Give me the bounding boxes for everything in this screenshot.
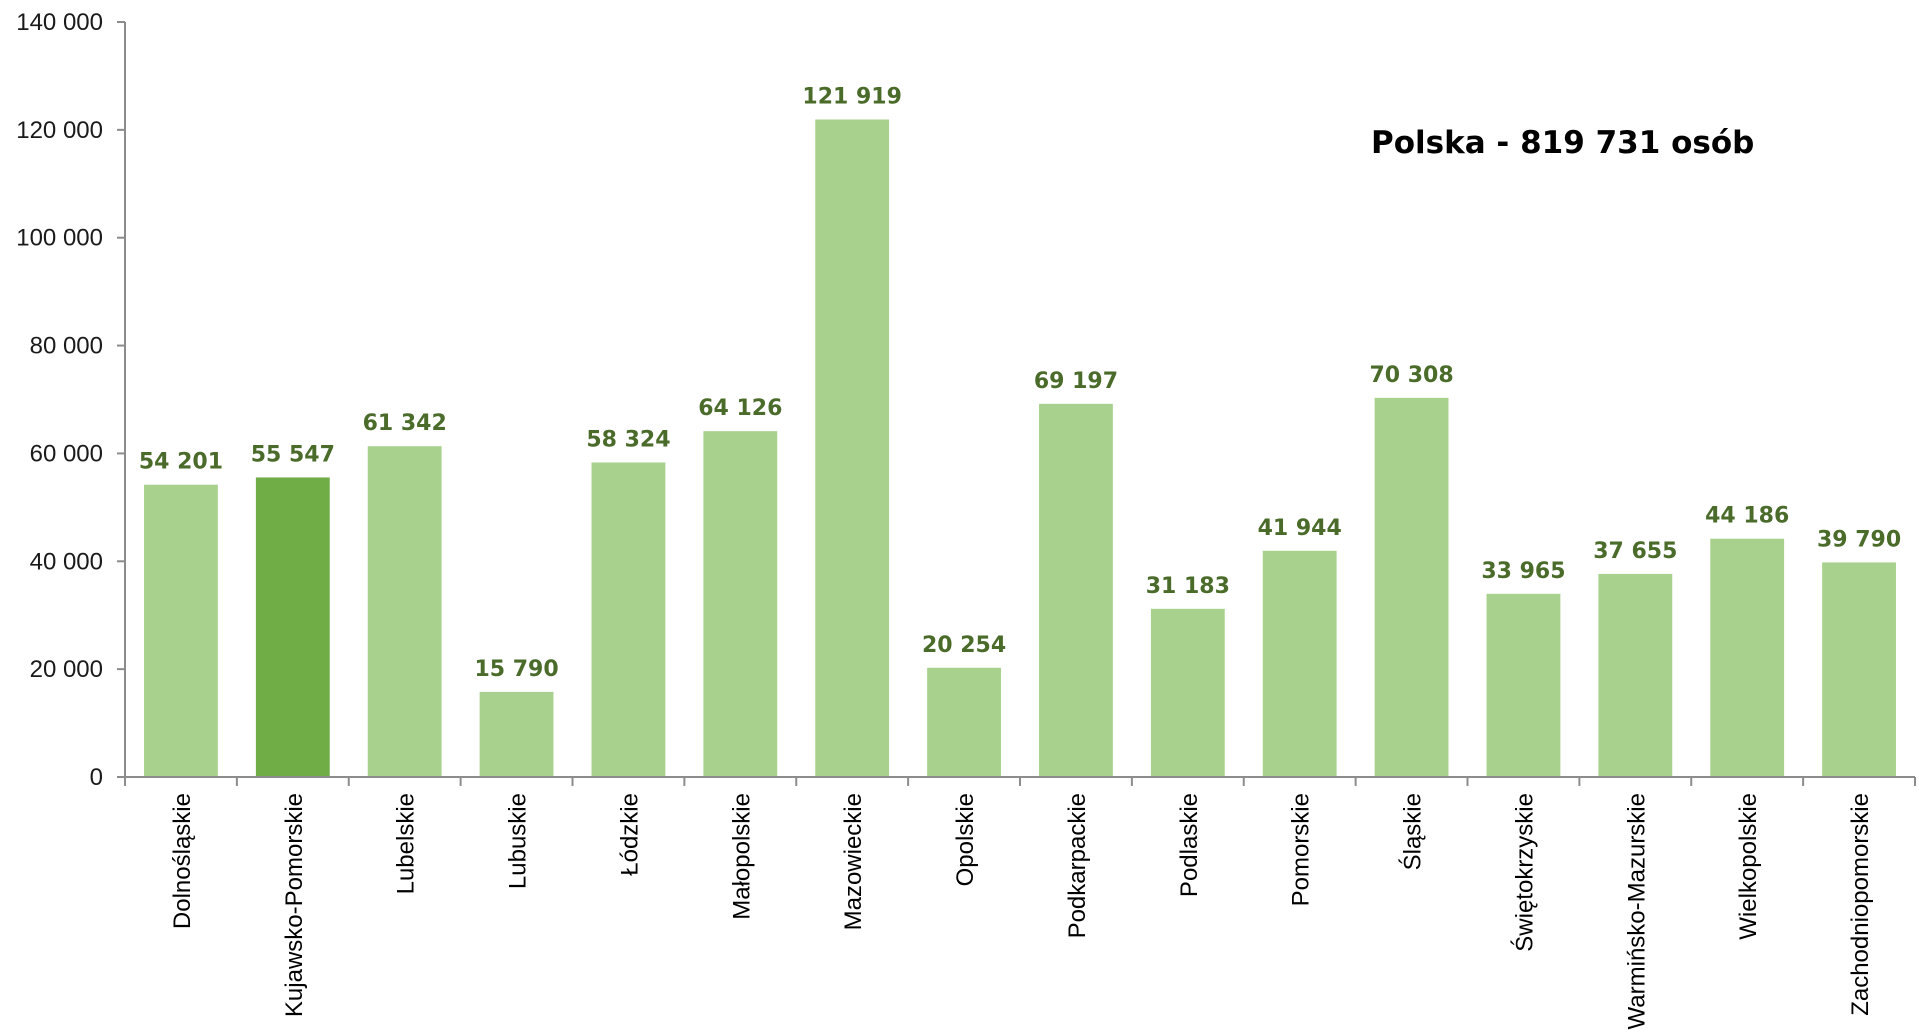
data-label-16: 39 790 xyxy=(1817,527,1901,552)
bar-15 xyxy=(1710,538,1785,777)
bar-3 xyxy=(367,446,442,777)
data-label-15: 44 186 xyxy=(1705,504,1789,529)
data-label-6: 64 126 xyxy=(698,396,782,421)
bar-6 xyxy=(703,431,778,777)
data-label-2: 55 547 xyxy=(251,442,335,467)
x-tick-label-4: Lubuskie xyxy=(505,793,532,889)
bar-1 xyxy=(144,484,218,777)
x-tick-label-5: Łódzkie xyxy=(616,793,643,876)
x-tick-label-3: Lubelskie xyxy=(393,793,420,894)
x-tick-label-8: Opolskie xyxy=(952,793,979,886)
bar-13 xyxy=(1486,593,1561,777)
x-tick-label-7: Mazowieckie xyxy=(840,793,867,930)
x-tick-label-9: Podkarpackie xyxy=(1064,793,1091,938)
x-tick-label-16: Zachodniopomorskie xyxy=(1847,793,1874,1016)
x-tick-label-12: Śląskie xyxy=(1399,793,1427,870)
y-tick-label-4: 60 000 xyxy=(30,440,103,467)
bar-8 xyxy=(927,667,1001,777)
y-tick-label-2: 20 000 xyxy=(30,656,103,683)
x-tick-label-13: Świętokrzyskie xyxy=(1510,793,1538,952)
bar-7 xyxy=(815,119,890,778)
data-label-7: 121 919 xyxy=(802,85,902,110)
bar-12 xyxy=(1374,397,1449,777)
x-tick-label-2: Kujawsko-Pomorskie xyxy=(281,793,308,1017)
bars-layer xyxy=(144,119,1896,778)
bar-16 xyxy=(1822,562,1896,777)
x-tick-label-10: Podlaskie xyxy=(1176,793,1203,897)
y-tick-label-5: 80 000 xyxy=(30,333,103,360)
y-tick-label-7: 120 000 xyxy=(16,117,103,144)
bar-2 xyxy=(255,477,330,777)
data-label-1: 54 201 xyxy=(139,450,223,475)
total-annotation: Polska - 819 731 osób xyxy=(1371,125,1754,161)
data-label-14: 37 655 xyxy=(1593,539,1677,564)
x-tick-label-1: Dolnośląskie xyxy=(169,793,196,929)
data-label-5: 58 324 xyxy=(586,427,670,452)
data-label-9: 69 197 xyxy=(1034,369,1118,394)
x-tick-label-14: Warmińsko-Mazurskie xyxy=(1623,793,1650,1029)
data-label-11: 41 944 xyxy=(1258,516,1342,541)
data-label-10: 31 183 xyxy=(1146,574,1230,599)
bar-11 xyxy=(1262,550,1337,777)
bar-4 xyxy=(479,691,554,777)
data-label-13: 33 965 xyxy=(1481,559,1565,584)
data-label-3: 61 342 xyxy=(363,411,447,436)
data-label-4: 15 790 xyxy=(474,657,558,682)
data-label-8: 20 254 xyxy=(922,633,1006,658)
labels-layer: 54 201 Dolnośląskie 55 547 Kujawsko-Pomorsk… xyxy=(16,9,1901,1029)
x-tick-label-11: Pomorskie xyxy=(1288,793,1315,906)
x-tick-label-6: Małopolskie xyxy=(728,793,755,920)
bar-14 xyxy=(1598,573,1673,777)
y-tick-label-1: 0 xyxy=(90,764,103,791)
bar-9 xyxy=(1039,403,1113,777)
axes-layer xyxy=(117,21,1916,786)
y-tick-label-8: 140 000 xyxy=(16,9,103,36)
x-tick-label-15: Wielkopolskie xyxy=(1735,793,1762,940)
y-tick-label-3: 40 000 xyxy=(30,548,103,575)
y-tick-label-6: 100 000 xyxy=(16,225,103,252)
data-label-12: 70 308 xyxy=(1369,363,1453,388)
bar-5 xyxy=(591,462,666,777)
bar-10 xyxy=(1150,608,1225,777)
